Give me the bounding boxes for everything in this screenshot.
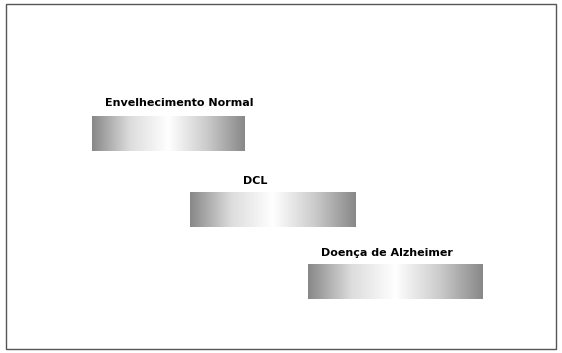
Text: Doença de Alzheimer: Doença de Alzheimer (321, 249, 452, 258)
Text: DCL: DCL (243, 176, 268, 186)
Text: Envelhecimento Normal: Envelhecimento Normal (105, 97, 253, 108)
